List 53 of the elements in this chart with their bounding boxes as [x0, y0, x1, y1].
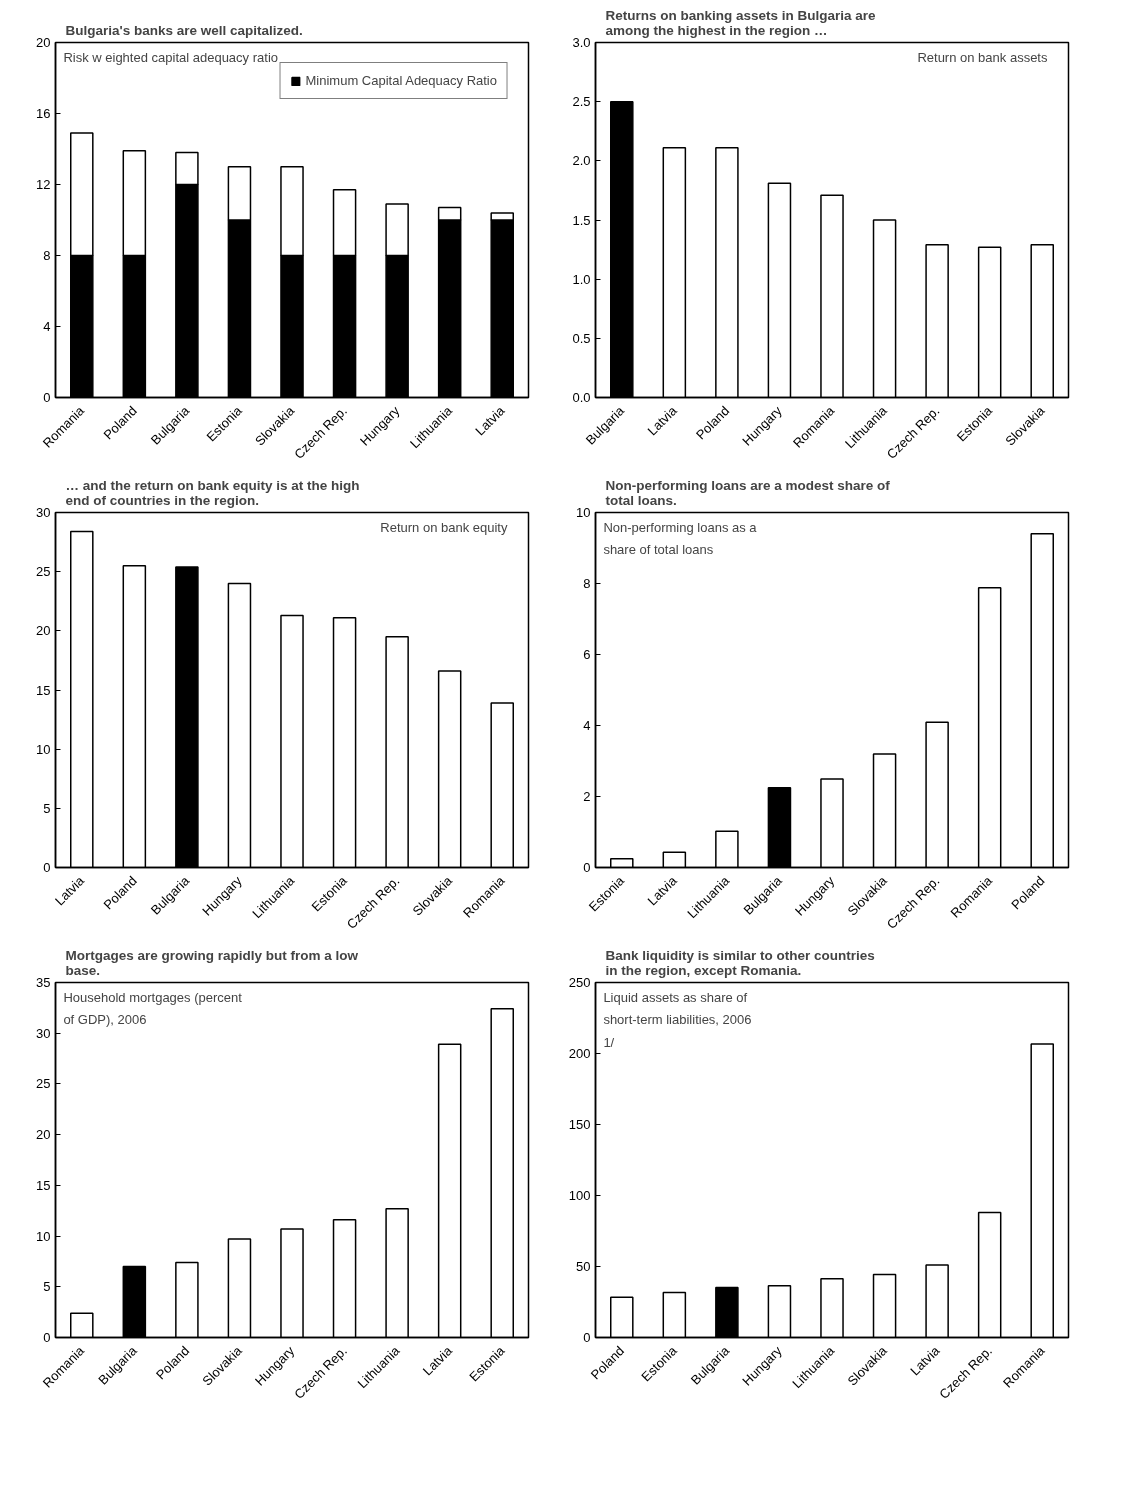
legend-label: Minimum Capital Adequacy Ratio: [305, 73, 497, 88]
y-tick-label: 15: [36, 1177, 51, 1193]
y-tick-label: 2.5: [572, 94, 591, 110]
y-tick-label: 25: [36, 564, 51, 580]
y-tick-label: 0: [43, 860, 51, 875]
y-tick-label: 5: [43, 1279, 51, 1295]
y-tick-label: 200: [568, 1046, 591, 1061]
y-tick-label: 0: [43, 1330, 51, 1345]
y-tick-label: 2: [583, 789, 591, 804]
y-tick-label: 20: [36, 623, 51, 639]
y-tick-label: 16: [36, 106, 51, 121]
chart-title: Bank liquidity is similar to other countries in the region, except Romania.: [605, 947, 875, 978]
y-tick-label: 0: [43, 390, 51, 405]
annotation: Return on bank equity: [380, 519, 508, 535]
y-tick-label: 50: [576, 1259, 591, 1274]
annotation: Non-performing loans as a share of total loans: [603, 519, 758, 558]
y-tick-label: 250: [568, 975, 591, 990]
y-tick-label: 12: [36, 177, 51, 192]
annotation: Risk w eighted capital adequacy ratio: [63, 49, 279, 65]
chart-title: Bulgaria's banks are well capitalized.: [65, 22, 303, 38]
y-tick-label: 20: [36, 1127, 51, 1143]
chart-title: Non-performing loans are a modest share of total loans.: [605, 477, 891, 508]
y-tick-label: 30: [36, 1025, 51, 1041]
y-tick-label: 10: [576, 505, 591, 520]
y-tick-label: 25: [36, 1076, 51, 1092]
annotation: Return on bank assets: [917, 49, 1048, 65]
y-tick-label: 0: [583, 1330, 591, 1345]
chart-title: Returns on banking assets in Bulgaria are among the highest in the region …: [605, 7, 877, 38]
y-tick-label: 3.0: [572, 35, 591, 50]
y-tick-label: 4: [43, 319, 51, 334]
y-tick-label: 10: [36, 741, 51, 757]
y-tick-label: 20: [36, 35, 51, 50]
y-tick-label: 10: [36, 1228, 51, 1244]
y-tick-label: 6: [583, 647, 591, 662]
y-tick-label: 1.5: [572, 212, 591, 228]
y-tick-label: 1.0: [572, 271, 591, 287]
chart-title: Mortgages are growing rapidly but from a low base.: [65, 947, 359, 978]
y-tick-label: 8: [43, 248, 51, 263]
annotation: Household mortgages (percent of GDP), 2006: [63, 989, 243, 1028]
y-tick-label: 150: [568, 1117, 591, 1132]
y-tick-label: 4: [583, 718, 591, 733]
y-tick-label: 15: [36, 682, 51, 698]
y-tick-label: 0: [583, 860, 591, 875]
y-tick-label: 0.0: [572, 390, 591, 405]
y-tick-label: 5: [43, 800, 51, 816]
y-tick-label: 0.5: [572, 330, 591, 346]
y-tick-label: 100: [568, 1188, 591, 1203]
y-tick-label: 35: [36, 975, 51, 990]
annotation: Liquid assets as share of short-term liabilities, 2006 1/: [603, 989, 752, 1050]
y-tick-label: 30: [36, 505, 51, 520]
y-tick-label: 8: [583, 576, 591, 591]
y-tick-label: 2.0: [572, 153, 591, 169]
chart-title: … and the return on bank equity is at the high end of countries in the region.: [65, 477, 360, 508]
